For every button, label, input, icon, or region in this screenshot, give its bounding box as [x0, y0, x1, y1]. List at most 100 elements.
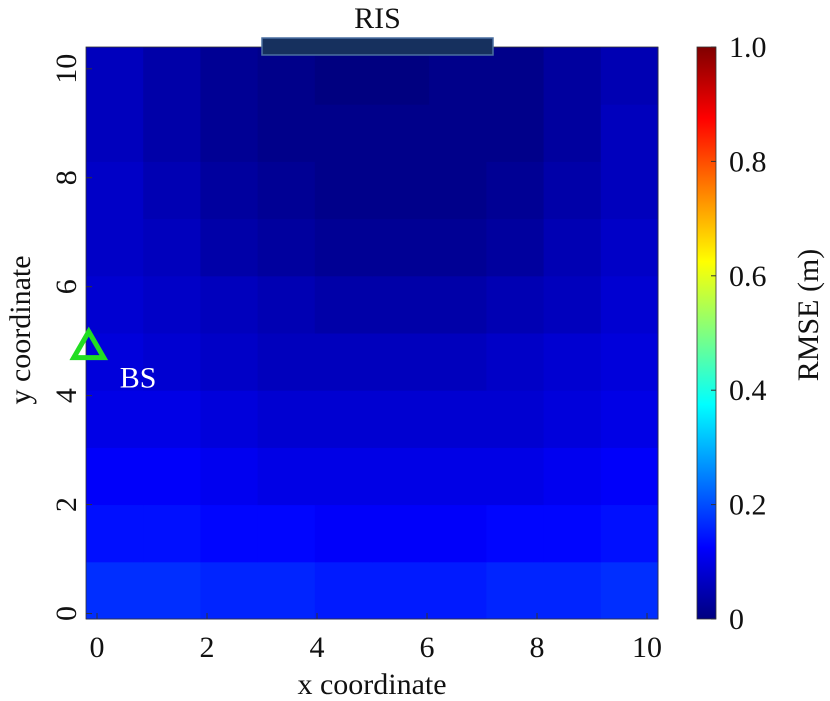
- heatmap-cell: [86, 218, 144, 277]
- heatmap-cell: [143, 104, 201, 162]
- heatmap-cell: [200, 561, 259, 620]
- heatmap-cell: [600, 47, 659, 105]
- y-axis-label: y coordinate: [4, 255, 37, 404]
- heatmap-cell: [429, 218, 487, 277]
- heatmap-cell: [600, 104, 659, 162]
- heatmap-cell: [543, 390, 602, 448]
- heatmap-cell: [600, 447, 659, 506]
- colorbar-tick-label: 0.4: [729, 374, 767, 407]
- heatmap-cell: [372, 161, 430, 220]
- heatmap-cell: [372, 218, 430, 277]
- heatmap-cell: [143, 447, 201, 506]
- heatmap-cell: [486, 218, 545, 277]
- colorbar: [696, 46, 717, 620]
- heatmap-cell: [429, 333, 487, 391]
- heatmap-cell: [372, 390, 430, 448]
- heatmap-cell: [143, 504, 201, 563]
- colorbar-tick-label: 0.2: [729, 489, 767, 522]
- heatmap-cell: [143, 161, 201, 220]
- heatmap-cell: [372, 104, 430, 162]
- heatmap-cell: [143, 275, 201, 334]
- heatmap-cell: [257, 47, 316, 105]
- ris-label: RIS: [354, 2, 401, 35]
- heatmap-cell: [257, 218, 316, 277]
- heatmap-cell: [86, 504, 144, 563]
- heatmap-cell: [372, 333, 430, 391]
- x-axis-label: x coordinate: [297, 668, 446, 696]
- heatmap-cell: [257, 390, 316, 448]
- x-tick-label: 10: [632, 631, 662, 664]
- heatmap-cell: [600, 218, 659, 277]
- y-tick-label: 0: [50, 606, 83, 621]
- heatmap-cell: [200, 47, 259, 105]
- heatmap-cell: [600, 275, 659, 334]
- heatmap-cell: [486, 447, 545, 506]
- heatmap-cell: [314, 390, 373, 448]
- heatmap-cell: [257, 333, 316, 391]
- heatmap-cell: [372, 275, 430, 334]
- heatmap-cell: [200, 390, 259, 448]
- heatmap-cell: [257, 275, 316, 334]
- heatmap-cell: [143, 47, 201, 105]
- heatmap-cell: [486, 104, 545, 162]
- heatmap-cell: [486, 47, 545, 105]
- heatmap-cell: [314, 218, 373, 277]
- heatmap-cell: [314, 161, 373, 220]
- heatmap-cell: [200, 104, 259, 162]
- heatmap-cell: [314, 447, 373, 506]
- heatmap-cell: [86, 47, 144, 105]
- heatmap-cell: [86, 390, 144, 448]
- colorbar-label: RMSE (m): [792, 249, 825, 382]
- heatmap-cell: [257, 561, 316, 620]
- heatmap-cell: [257, 447, 316, 506]
- heatmap-cell: [543, 47, 602, 105]
- y-tick-label: 8: [50, 170, 83, 185]
- heatmap-cell: [429, 161, 487, 220]
- y-tick-label: 2: [50, 497, 83, 512]
- colorbar-tick-label: 0.8: [729, 145, 767, 178]
- heatmap-cell: [314, 47, 373, 105]
- heatmap-cell: [86, 561, 144, 620]
- heatmap-cell: [200, 275, 259, 334]
- heatmap-cell: [372, 47, 430, 105]
- heatmap-cell: [314, 275, 373, 334]
- heatmap-cell: [429, 47, 487, 105]
- heatmap-cell: [429, 447, 487, 506]
- heatmap-cell: [600, 161, 659, 220]
- heatmap: [86, 47, 659, 620]
- heatmap-cell: [314, 561, 373, 620]
- heatmap-cell: [143, 561, 201, 620]
- heatmap-cell: [314, 104, 373, 162]
- colorbar-tick-label: 1.0: [729, 31, 767, 64]
- heatmap-cell: [486, 333, 545, 391]
- heatmap-cell: [600, 333, 659, 391]
- colorbar-tick-label: 0.6: [729, 260, 767, 293]
- heatmap-cell: [372, 504, 430, 563]
- heatmap-cell: [543, 561, 602, 620]
- heatmap-cell: [429, 504, 487, 563]
- heatmap-cell: [86, 104, 144, 162]
- heatmap-cell: [86, 275, 144, 334]
- heatmap-cell: [486, 275, 545, 334]
- heatmap-cell: [314, 333, 373, 391]
- heatmap-cell: [200, 447, 259, 506]
- ris-element: [261, 37, 494, 56]
- heatmap-cell: [600, 390, 659, 448]
- heatmap-cell: [429, 275, 487, 334]
- heatmap-cell: [486, 504, 545, 563]
- heatmap-cell: [200, 218, 259, 277]
- bs-label: BS: [120, 362, 157, 395]
- heatmap-cell: [543, 104, 602, 162]
- heatmap-cell: [314, 504, 373, 563]
- heatmap-cell: [486, 161, 545, 220]
- heatmap-cell: [86, 447, 144, 506]
- heatmap-cell: [543, 218, 602, 277]
- heatmap-cell: [372, 561, 430, 620]
- heatmap-cell: [200, 333, 259, 391]
- y-tick-label: 10: [50, 54, 83, 84]
- heatmap-cell: [143, 390, 201, 448]
- heatmap-cell: [429, 104, 487, 162]
- x-tick-label: 8: [530, 631, 545, 664]
- heatmap-cell: [372, 447, 430, 506]
